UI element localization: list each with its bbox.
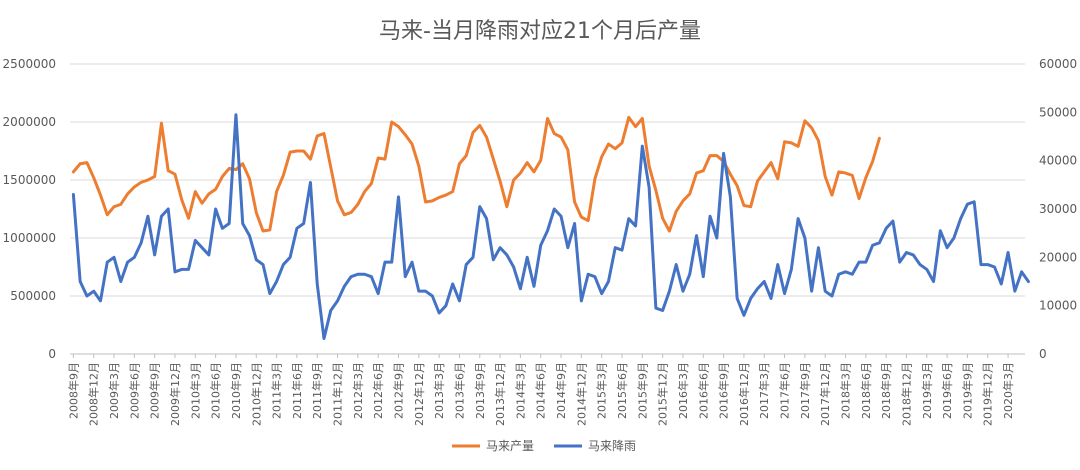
x-tick-label: 2016年3月 xyxy=(676,362,690,419)
y-axis-right: 0 10000 20000 30000 40000 50000 60000 xyxy=(1039,57,1077,361)
x-tick-label: 2011年3月 xyxy=(270,362,284,419)
y-left-tick-label: 2000000 xyxy=(3,115,56,129)
x-tick-label: 2015年6月 xyxy=(615,362,629,419)
x-tick-label: 2008年12月 xyxy=(87,362,101,426)
x-tick-label: 2014年6月 xyxy=(534,362,548,419)
x-tick-label: 2010年9月 xyxy=(229,362,243,419)
x-tick-label: 2012年12月 xyxy=(412,362,426,426)
y-left-tick-label: 0 xyxy=(48,347,56,361)
x-tick-label: 2013年9月 xyxy=(473,362,487,419)
legend: 马来产量 马来降雨 xyxy=(452,439,636,453)
x-tick-label: 2018年12月 xyxy=(899,362,913,426)
x-tick-label: 2009年12月 xyxy=(168,362,182,426)
y-right-tick-label: 40000 xyxy=(1039,154,1077,168)
y-right-tick-label: 0 xyxy=(1039,347,1047,361)
x-tick-label: 2017年6月 xyxy=(778,362,792,419)
y-right-tick-label: 50000 xyxy=(1039,105,1077,119)
x-tick-label: 2018年9月 xyxy=(879,362,893,419)
x-tick-label: 2017年9月 xyxy=(798,362,812,419)
x-tick-label: 2010年12月 xyxy=(249,362,263,426)
legend-label: 马来产量 xyxy=(486,439,534,453)
chart-title: 马来-当月降雨对应21个月后产量 xyxy=(379,19,701,44)
x-tick-label: 2014年9月 xyxy=(554,362,568,419)
x-tick-label: 2013年12月 xyxy=(493,362,507,426)
legend-label: 马来降雨 xyxy=(588,439,636,453)
y-right-tick-label: 20000 xyxy=(1039,250,1077,264)
x-tick-label: 2012年6月 xyxy=(371,362,385,419)
x-tick-label: 2009年6月 xyxy=(127,362,141,419)
x-tick-label: 2012年3月 xyxy=(351,362,365,419)
x-tick-label: 2011年9月 xyxy=(310,362,324,419)
x-tick-label: 2019年12月 xyxy=(981,362,995,426)
x-tick-label: 2010年3月 xyxy=(188,362,202,419)
x-tick-label: 2015年3月 xyxy=(595,362,609,419)
x-tick-label: 2010年6月 xyxy=(209,362,223,419)
x-tick-label: 2014年3月 xyxy=(513,362,527,419)
x-tick-label: 2014年12月 xyxy=(574,362,588,426)
x-tick-label: 2017年12月 xyxy=(818,362,832,426)
x-axis: 2008年9月 2008年12月 2009年3月 2009年6月 2009年9月 2009… xyxy=(66,362,1015,426)
y-left-tick-label: 1500000 xyxy=(3,173,56,187)
x-tick-label: 2017年3月 xyxy=(757,362,771,419)
x-tick-label: 2013年3月 xyxy=(432,362,446,419)
x-tick-label: 2020年3月 xyxy=(1001,362,1015,419)
series-line-production xyxy=(71,115,881,233)
x-tick-label: 2019年6月 xyxy=(940,362,954,419)
x-tick-label: 2018年6月 xyxy=(859,362,873,419)
y-right-tick-label: 30000 xyxy=(1039,202,1077,216)
x-tick-label: 2016年9月 xyxy=(717,362,731,419)
x-tick-label: 2019年3月 xyxy=(920,362,934,419)
x-tick-label: 2011年6月 xyxy=(290,362,304,419)
x-tick-label: 2009年3月 xyxy=(107,362,121,419)
y-right-tick-label: 10000 xyxy=(1039,299,1077,313)
series-line-rainfall xyxy=(71,113,1030,341)
x-tick-label: 2011年12月 xyxy=(331,362,345,426)
y-left-tick-label: 1000000 xyxy=(3,231,56,245)
gridlines xyxy=(70,63,1025,297)
x-tick-label: 2015年12月 xyxy=(656,362,670,426)
series-lines xyxy=(71,113,1030,341)
x-tick-label: 2016年6月 xyxy=(696,362,710,419)
y-left-tick-label: 2500000 xyxy=(3,57,56,71)
y-axis-left: 0 500000 1000000 1500000 2000000 2500000 xyxy=(3,57,56,361)
x-tick-label: 2012年9月 xyxy=(391,362,405,419)
x-tick-label: 2013年6月 xyxy=(452,362,466,419)
x-tick-label: 2018年3月 xyxy=(839,362,853,419)
x-tick-label: 2008年9月 xyxy=(66,362,80,419)
x-tick-label: 2009年9月 xyxy=(148,362,162,419)
y-right-tick-label: 60000 xyxy=(1039,57,1077,71)
x-tick-label: 2016年12月 xyxy=(737,362,751,426)
x-tick-label: 2019年9月 xyxy=(960,362,974,419)
x-tick-label: 2015年9月 xyxy=(635,362,649,419)
y-left-tick-label: 500000 xyxy=(10,289,56,303)
axes xyxy=(70,353,1025,358)
